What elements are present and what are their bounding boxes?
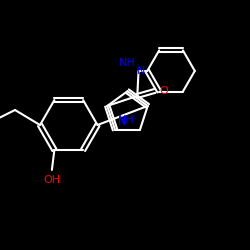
- Text: OH: OH: [43, 175, 60, 185]
- Text: N: N: [118, 117, 126, 127]
- Text: N: N: [136, 66, 145, 76]
- Text: NH: NH: [119, 58, 136, 68]
- Text: O: O: [160, 86, 168, 96]
- Text: NH: NH: [118, 115, 135, 125]
